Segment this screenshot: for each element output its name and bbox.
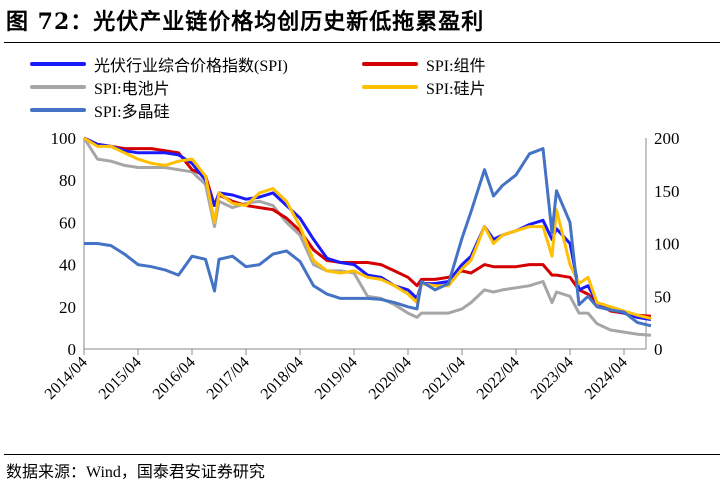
figure-title: 图 72：光伏产业链价格均创历史新低拖累盈利: [6, 9, 485, 35]
legend-item: 光伏行业综合价格指数(SPI): [30, 52, 288, 76]
legend-label: SPI:多晶硅: [94, 104, 170, 121]
x-tick-label: 2020/04: [366, 354, 415, 403]
legend-label: SPI:硅片: [426, 81, 486, 98]
left-y-tick-label: 60: [59, 213, 76, 232]
left-y-tick-label: 80: [59, 171, 76, 190]
right-y-tick-label: 100: [654, 235, 680, 254]
x-tick-label: 2014/04: [42, 354, 91, 403]
legend-swatch: [30, 62, 86, 66]
source-note: 数据来源：Wind，国泰君安证券研究: [6, 464, 265, 481]
legend-swatch: [362, 62, 418, 66]
x-tick-label: 2018/04: [258, 354, 307, 403]
left-y-tick-label: 40: [59, 256, 76, 275]
x-tick-label: 2021/04: [420, 354, 469, 403]
series-line-1: [83, 136, 652, 318]
x-tick-label: 2019/04: [312, 354, 361, 403]
right-y-tick-label: 0: [654, 340, 663, 359]
right-y-tick-label: 50: [654, 287, 671, 306]
x-tick-label: 2016/04: [150, 354, 199, 403]
x-tick-label: 2017/04: [204, 354, 253, 403]
legend-item: SPI:硅片: [362, 75, 486, 99]
legend-item: SPI:多晶硅: [30, 98, 170, 122]
left-y-tick-label: 0: [68, 340, 77, 359]
x-tick-label: 2022/04: [474, 354, 523, 403]
x-tick-label: 2024/04: [582, 354, 631, 403]
x-tick-label: 2023/04: [528, 354, 577, 403]
legend-label: SPI:组件: [426, 58, 486, 75]
title-divider: [4, 42, 720, 43]
series-line-2: [82, 137, 652, 337]
legend-item: SPI:电池片: [30, 75, 170, 99]
legend-swatch: [362, 85, 418, 89]
footer-divider: [4, 454, 720, 455]
legend-label: SPI:电池片: [94, 81, 170, 98]
legend-swatch: [30, 108, 86, 112]
legend-item: SPI:组件: [362, 52, 486, 76]
left-y-tick-label: 100: [51, 129, 77, 148]
x-tick-label: 2015/04: [96, 354, 145, 403]
left-y-tick-label: 20: [59, 298, 76, 317]
legend-label: 光伏行业综合价格指数(SPI): [94, 58, 288, 75]
series-line-3: [83, 136, 652, 320]
series-line-4: [84, 147, 652, 328]
legend-swatch: [30, 85, 86, 89]
right-y-tick-label: 150: [654, 182, 680, 201]
right-y-tick-label: 200: [654, 129, 680, 148]
